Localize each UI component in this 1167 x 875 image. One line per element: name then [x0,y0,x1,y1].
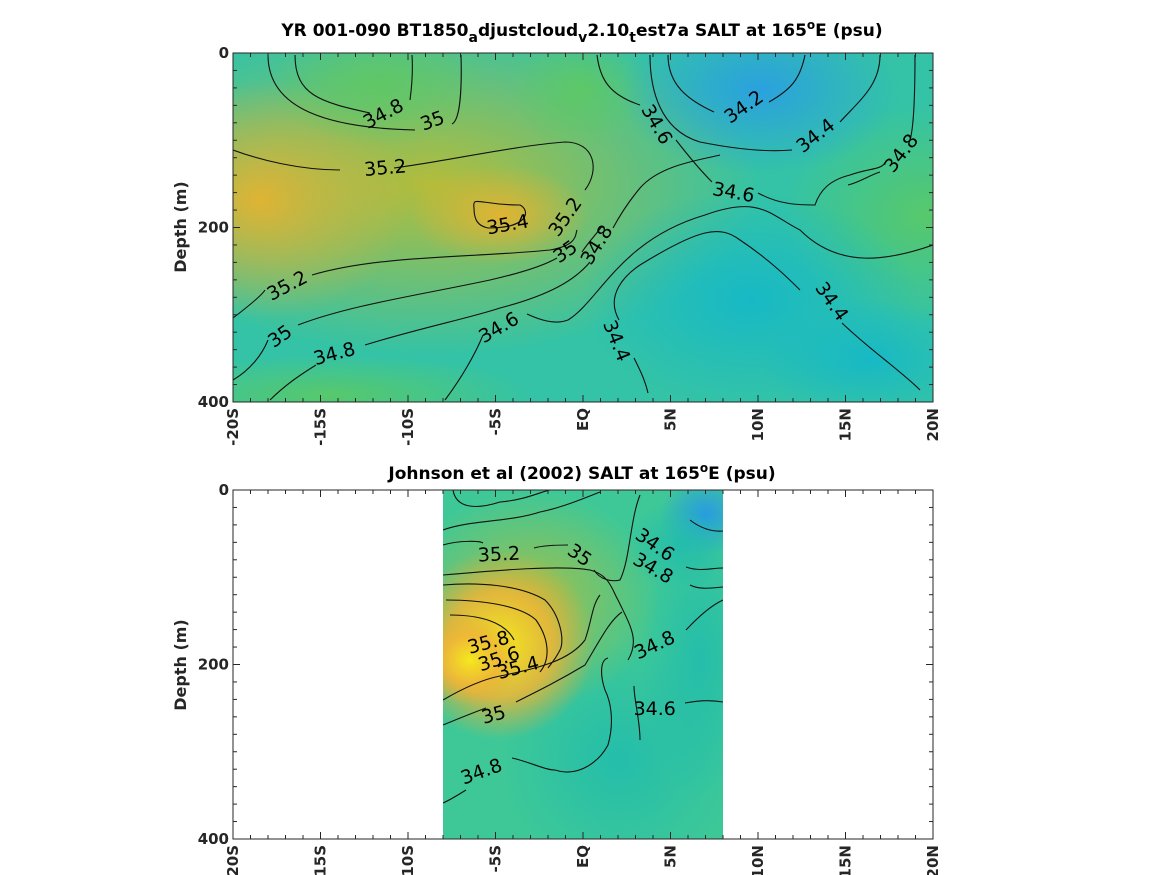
contour-34.8-left [294,54,413,114]
x-tick-label: 10N [749,408,767,441]
x-tick-label: -15S [312,408,330,446]
y-tick-label: 0 [219,44,229,62]
contour-35.4 [473,200,527,229]
y-tick-label: 200 [198,219,229,237]
x-tick-label: 5N [662,845,680,868]
model-salinity-panel: YR 001-090 BT1850adjustcloudv2.10test7a … [171,18,942,446]
x-tick-label: -10S [399,845,417,875]
y-tick-label: 200 [198,656,229,674]
x-tick-label: -20S [224,845,242,875]
contour-34.8-bottom [443,657,612,804]
y-tick-label: 400 [198,393,229,411]
x-tick-label: -15S [312,845,330,875]
contour-34.2 [667,54,806,113]
contour-34.8-right [847,54,916,186]
x-tick-label: -5S [487,845,505,872]
contour-35.2 [443,567,634,661]
contour-34.6-top [452,490,723,532]
contour-34.8-top [443,491,723,571]
contour-34.4-upper [649,54,881,152]
x-tick-label: -20S [224,408,242,446]
contour-35-lower [233,225,603,381]
panel-title: YR 001-090 BT1850adjustcloudv2.10test7a … [280,18,882,46]
x-tick-label: -10S [399,408,417,446]
panel-title: Johnson et al (2002) SALT at 165oE (psu) [387,461,775,484]
x-tick-label: 20N [924,845,942,875]
contour-lines [443,490,723,804]
x-tick-label: 10N [749,845,767,875]
contour-35.8 [449,614,515,641]
salinity-field [233,53,933,402]
contour-35.2-lower [233,229,578,319]
contour-35-left [267,54,462,131]
y-tick-label: 400 [198,830,229,848]
contour-lines [233,54,933,401]
contour-35.6 [445,599,548,673]
contour-34.6-upper [596,54,886,206]
contour-34.4-lower [613,230,921,394]
x-tick-label: 15N [837,408,855,441]
y-tick-label: 0 [219,481,229,499]
x-tick-label: 5N [662,408,680,431]
axis-ticks: -20S -15S -10S -5S EQ 5N 10N 15N 20N 0 200 400 [198,481,942,875]
y-axis-label: Depth (m) [171,619,190,711]
contour-35-lower [443,594,601,701]
y-axis-label: Depth (m) [171,181,190,273]
contour-label: 34.6 [634,698,676,720]
x-tick-label: EQ [574,845,592,868]
salinity-field [443,490,723,839]
contour-35.2-upper [233,141,594,191]
contour-34.6-right [633,685,723,741]
x-tick-label: 20N [924,408,942,441]
contour-label: 35.2 [363,155,407,181]
contour-34.8-mid [443,599,723,726]
x-tick-label: EQ [574,408,592,431]
contour-35.4 [443,583,563,669]
x-tick-label: 15N [837,845,855,875]
contour-34.8-lower [269,154,721,401]
contour-35-top [443,494,723,589]
contour-34.6-lower [444,206,933,401]
observed-salinity-panel: Johnson et al (2002) SALT at 165oE (psu)… [171,461,942,875]
axis-ticks: -20S -15S -10S -5S EQ 5N 10N 15N 20N 0 200 400 [198,44,942,446]
x-tick-label: -5S [487,408,505,435]
contour-label: 35.2 [477,542,520,566]
